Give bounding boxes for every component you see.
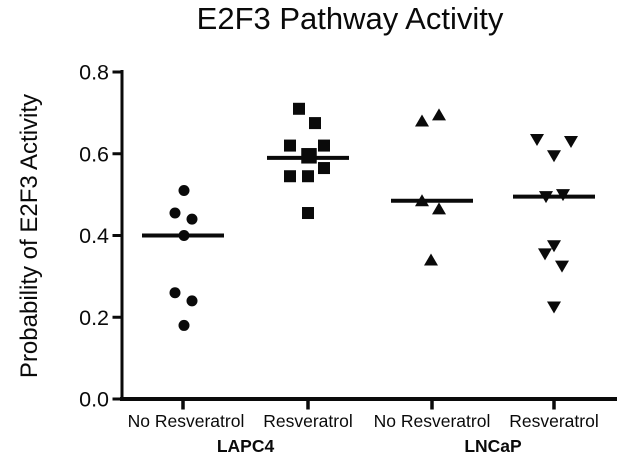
data-point-triangle-up: [424, 253, 438, 266]
y-tick-label: 0.8: [79, 61, 109, 85]
data-point-square: [301, 148, 317, 164]
data-point-square: [302, 170, 314, 183]
cell-line-label: LNCaP: [464, 436, 522, 456]
data-point-triangle-down: [530, 133, 544, 146]
data-point-square: [318, 162, 330, 175]
data-point-triangle-up: [432, 202, 446, 215]
y-tick-label: 0.6: [79, 142, 109, 166]
data-point-square: [302, 207, 314, 220]
data-point-circle: [186, 295, 198, 307]
data-point-circle: [169, 207, 181, 219]
data-point-triangle-down: [547, 240, 561, 253]
x-category-label: No Resveratrol: [374, 411, 491, 431]
data-point-square: [309, 117, 321, 130]
data-point-triangle-down: [555, 260, 569, 273]
x-category-label: Resveratrol: [509, 411, 598, 431]
y-tick-label: 0.0: [79, 388, 109, 412]
data-point-triangle-down: [538, 248, 552, 261]
y-tick-label: 0.4: [79, 224, 109, 248]
data-point-circle: [186, 213, 198, 225]
data-point-triangle-down: [539, 191, 553, 204]
data-point-circle: [169, 287, 181, 299]
data-point-square: [318, 139, 330, 152]
data-point-triangle-up: [432, 108, 446, 121]
y-tick-label: 0.2: [79, 306, 109, 330]
x-category-label: No Resveratrol: [128, 411, 245, 431]
data-point-square: [293, 102, 305, 115]
data-point-triangle-down: [556, 189, 570, 202]
data-point-circle: [178, 185, 190, 197]
data-point-triangle-up: [415, 114, 429, 127]
data-point-circle: [178, 319, 190, 331]
data-point-triangle-down: [547, 301, 561, 314]
data-point-square: [284, 139, 296, 152]
data-point-triangle-up: [415, 194, 429, 207]
x-category-label: Resveratrol: [263, 411, 352, 431]
data-point-triangle-down: [564, 135, 578, 148]
data-point-triangle-down: [547, 150, 561, 163]
data-point-circle: [178, 230, 190, 241]
cell-line-label: LAPC4: [217, 436, 275, 456]
data-point-square: [284, 170, 296, 183]
chart-title: E2F3 Pathway Activity: [196, 1, 504, 36]
